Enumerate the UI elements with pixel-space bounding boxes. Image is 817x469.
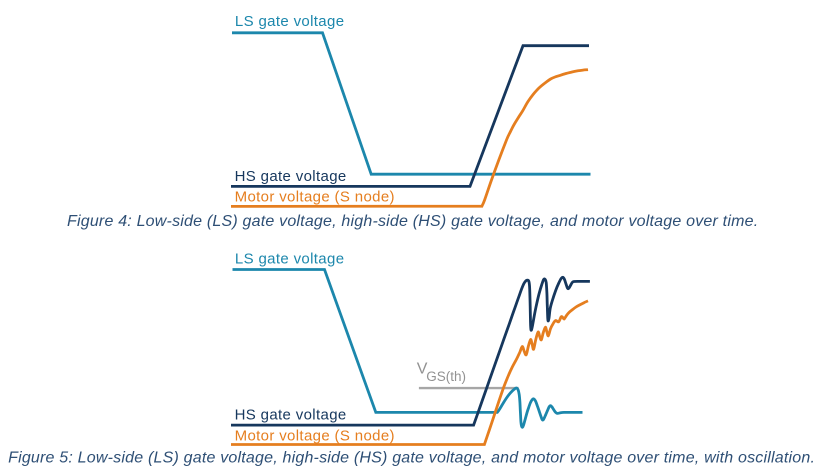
svg-text:GS(th): GS(th) — [426, 369, 466, 384]
svg-text:HS gate voltage: HS gate voltage — [235, 168, 347, 185]
svg-text:LS gate voltage: LS gate voltage — [235, 13, 345, 30]
svg-text:Figure 5: Low-side (LS) gate v: Figure 5: Low-side (LS) gate voltage, hi… — [8, 449, 815, 466]
svg-text:Figure 4: Low-side (LS) gate v: Figure 4: Low-side (LS) gate voltage, hi… — [67, 213, 758, 230]
svg-text:Motor voltage (S node): Motor voltage (S node) — [235, 428, 395, 445]
svg-text:HS gate voltage: HS gate voltage — [235, 406, 347, 423]
svg-text:LS gate voltage: LS gate voltage — [235, 251, 345, 268]
svg-text:V: V — [417, 361, 428, 378]
svg-text:Motor voltage (S node): Motor voltage (S node) — [235, 189, 395, 206]
